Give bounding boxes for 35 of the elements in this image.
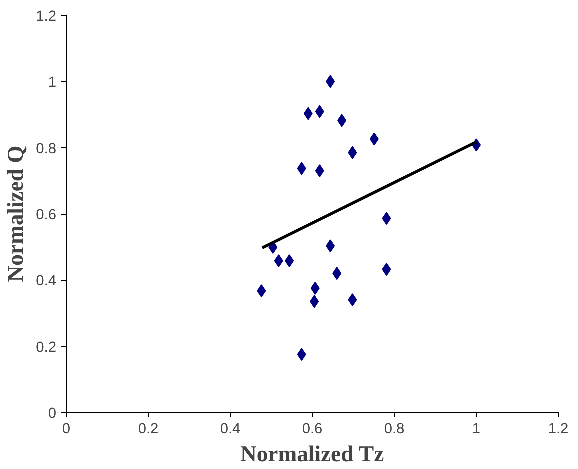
point [348, 294, 358, 307]
point [326, 75, 336, 88]
point [285, 254, 294, 268]
x-tick-label: 0.2 [138, 422, 159, 438]
point [332, 267, 342, 280]
point [382, 212, 392, 226]
point [370, 132, 379, 146]
point [338, 114, 347, 128]
y-tick-label: 0 [48, 406, 57, 422]
point [348, 146, 358, 160]
y-tick-label: 1 [48, 75, 57, 92]
x-tick-label: 0 [62, 422, 71, 438]
point [315, 105, 324, 118]
x-tick-label: 0.6 [302, 422, 323, 438]
point [310, 295, 320, 308]
point [304, 107, 313, 120]
point [257, 284, 266, 298]
x-tick-label: 0.4 [220, 422, 241, 438]
x-tick-label: 1 [472, 422, 481, 438]
y-tick-label: 0.2 [36, 340, 56, 356]
point [274, 254, 284, 268]
x-axis-title: Normalized Tz [240, 442, 384, 466]
point [315, 164, 324, 178]
y-axis-title: Normalized Q [3, 146, 28, 282]
point [310, 282, 320, 295]
point [382, 263, 392, 276]
y-tick-label: 0.8 [36, 141, 56, 158]
x-tick-label: 1.2 [548, 422, 569, 438]
y-tick-label: 1.2 [36, 9, 56, 25]
y-tick-label: 0.4 [36, 274, 56, 290]
x-tick-label: 0.8 [384, 422, 405, 438]
point [297, 348, 306, 362]
point [326, 240, 336, 253]
point [297, 162, 306, 176]
y-tick-label: 0.6 [36, 208, 56, 224]
